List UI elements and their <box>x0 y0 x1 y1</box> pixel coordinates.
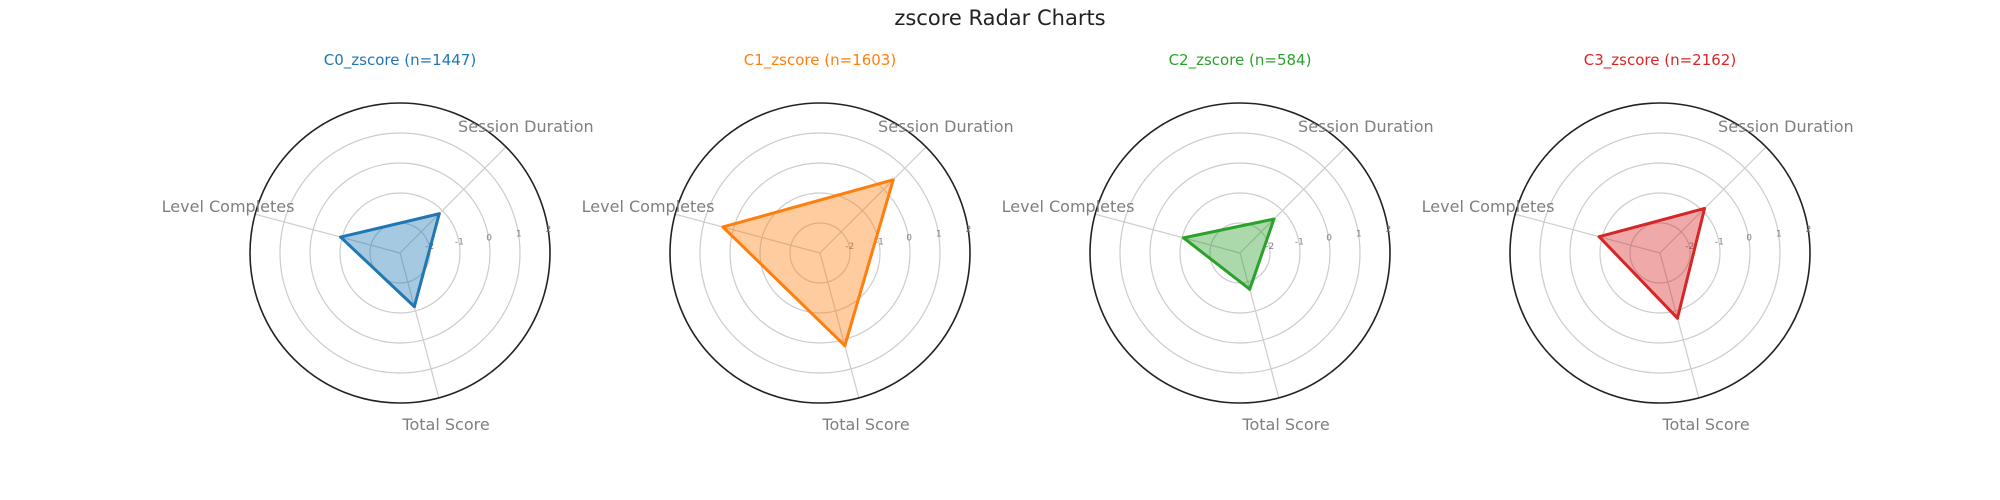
grid-ring <box>699 132 941 374</box>
grid-ring <box>729 162 911 344</box>
radial-tick-label: 0 <box>906 233 912 243</box>
radar-panel-2: C2_zscore (n=584) -2 -1 0 1 2 Session Duration… <box>1002 51 1434 434</box>
grid-ring <box>279 132 521 374</box>
axis-spoke <box>1659 146 1767 254</box>
grid-ring <box>1149 162 1331 344</box>
axis-label: Total Score <box>1241 415 1329 434</box>
axis-spoke <box>1239 252 1280 399</box>
grid-ring <box>339 192 461 314</box>
axis-label: Session Duration <box>1718 117 1854 136</box>
radar-panel-3: C3_zscore (n=2162) -2 -1 0 1 2 Session Duratio… <box>1422 51 1854 434</box>
axis-spoke <box>1239 146 1347 254</box>
data-point <box>1248 287 1252 291</box>
radial-tick-label: -2 <box>1265 242 1274 252</box>
axis-spoke <box>399 252 440 399</box>
axis-spoke <box>674 213 821 254</box>
radar-panel-1: C1_zscore (n=1603) -2 -1 0 1 2 Session Duratio… <box>582 51 1014 434</box>
grid-ring <box>789 222 851 284</box>
radial-tick-label: 2 <box>1386 225 1392 235</box>
grid-ring <box>1119 132 1361 374</box>
panel-title: C1_zscore (n=1603) <box>744 51 896 70</box>
axis-spoke <box>1659 252 1700 399</box>
radial-tick-label: -2 <box>845 242 854 252</box>
data-point <box>1272 217 1276 221</box>
axis-label: Level Completes <box>582 197 715 216</box>
data-point <box>1703 206 1707 210</box>
radial-tick-label: 0 <box>1746 233 1752 243</box>
axis-label: Session Duration <box>1298 117 1434 136</box>
grid-ring <box>759 192 881 314</box>
axis-spoke <box>1094 213 1241 254</box>
panel-title: C2_zscore (n=584) <box>1169 51 1312 70</box>
radial-tick-label: -1 <box>1715 238 1724 248</box>
grid-ring <box>1539 132 1781 374</box>
series-polygon <box>1181 217 1276 291</box>
radial-tick-label: 1 <box>1776 229 1782 239</box>
data-point <box>339 235 343 239</box>
axis-label: Session Duration <box>878 117 1014 136</box>
outer-frame <box>249 102 551 404</box>
panel-title: C0_zscore (n=1447) <box>324 51 476 70</box>
radial-tick-label: 0 <box>1326 233 1332 243</box>
axis-spoke <box>819 252 860 399</box>
grid-ring <box>309 162 491 344</box>
outer-frame <box>1509 102 1811 404</box>
radial-tick-label: 0 <box>486 233 492 243</box>
figure-title: zscore Radar Charts <box>894 6 1105 30</box>
radial-tick-label: 2 <box>966 225 972 235</box>
axis-spoke <box>1514 213 1661 254</box>
axis-label: Level Completes <box>1002 197 1135 216</box>
series-polygon <box>721 178 895 348</box>
axis-label: Session Duration <box>458 117 594 136</box>
data-point <box>891 178 895 182</box>
radial-tick-label: 1 <box>516 229 522 239</box>
data-point <box>721 225 725 229</box>
axis-spoke <box>399 146 507 254</box>
radial-tick-label: 2 <box>1806 225 1812 235</box>
data-point <box>437 212 441 216</box>
grid-ring <box>1179 192 1301 314</box>
outer-frame <box>1089 102 1391 404</box>
radial-tick-label: -2 <box>1685 242 1694 252</box>
radial-tick-label: 1 <box>936 229 942 239</box>
radial-tick-label: -1 <box>455 238 464 248</box>
series-polygon <box>339 212 441 309</box>
data-point <box>843 344 847 348</box>
radar-panels: C0_zscore (n=1447) -2 -1 0 1 2 Session Duratio… <box>162 51 1854 434</box>
axis-label: Total Score <box>401 415 489 434</box>
panel-title: C3_zscore (n=2162) <box>1584 51 1736 70</box>
grid-ring <box>1599 192 1721 314</box>
axis-label: Total Score <box>1661 415 1749 434</box>
axis-label: Level Completes <box>1422 197 1555 216</box>
data-point <box>1675 316 1679 320</box>
axis-label: Level Completes <box>162 197 295 216</box>
radial-tick-label: 2 <box>546 225 552 235</box>
data-point <box>1597 235 1601 239</box>
outer-frame <box>669 102 971 404</box>
series-polygon <box>1597 206 1707 320</box>
radial-tick-label: 1 <box>1356 229 1362 239</box>
axis-label: Total Score <box>821 415 909 434</box>
radial-tick-label: -1 <box>875 238 884 248</box>
grid-ring <box>1629 222 1691 284</box>
radial-tick-label: -1 <box>1295 238 1304 248</box>
axis-spoke <box>254 213 401 254</box>
data-point <box>412 305 416 309</box>
grid-ring <box>1569 162 1751 344</box>
axis-spoke <box>819 146 927 254</box>
data-point <box>1181 236 1185 240</box>
